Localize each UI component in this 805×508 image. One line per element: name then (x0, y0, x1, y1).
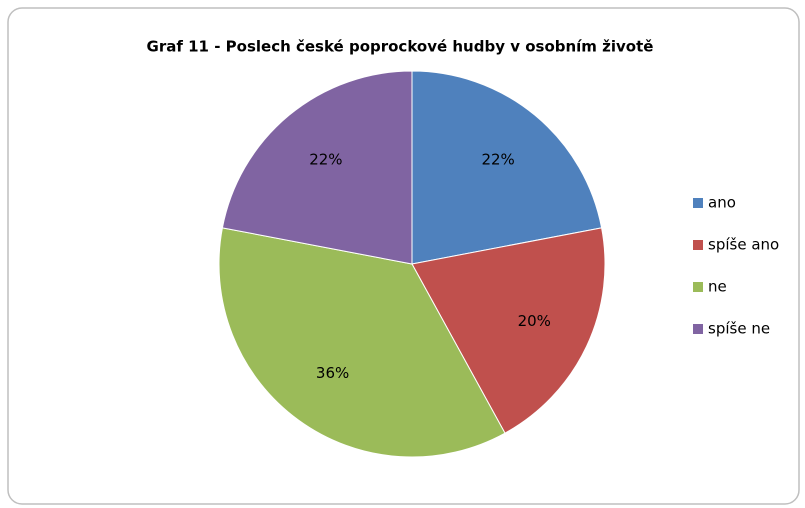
legend-label: spíše ano (708, 236, 779, 254)
data-label: 20% (518, 312, 551, 330)
data-label: 22% (481, 150, 514, 168)
pie-slice (221, 70, 413, 265)
legend-swatch (693, 240, 703, 250)
legend-label: ne (708, 278, 727, 296)
legend-swatch (693, 198, 703, 208)
legend-label: spíše ne (708, 320, 770, 338)
data-label: 22% (309, 150, 342, 168)
chart-title: Graf 11 - Poslech české poprockové hudby… (147, 38, 654, 56)
pie-slice (411, 227, 606, 434)
legend-label: ano (708, 194, 736, 212)
legend-swatch (693, 282, 703, 292)
data-label: 36% (316, 364, 349, 382)
pie-slice (411, 70, 603, 265)
legend-swatch (693, 324, 703, 334)
pie-slice (218, 227, 506, 458)
